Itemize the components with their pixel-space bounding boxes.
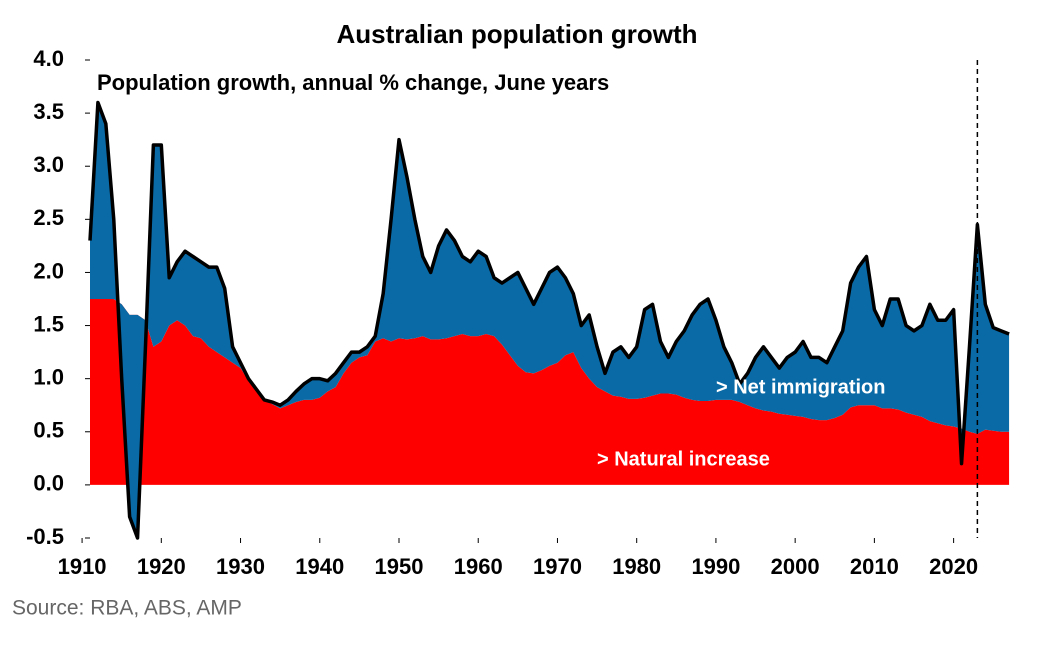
x-tick-label: 2020 [929,554,978,579]
y-tick-label: 2.5 [33,205,64,230]
x-tick-label: 1960 [454,554,503,579]
x-tick-label: 1920 [137,554,186,579]
y-tick-label: 2.0 [33,258,64,283]
y-tick-label: 4.0 [33,46,64,71]
x-tick-label: 2010 [850,554,899,579]
x-tick-label: 1940 [295,554,344,579]
y-tick-label: -0.5 [26,524,64,549]
x-tick-label: 1950 [375,554,424,579]
y-tick-label: 0.5 [33,418,64,443]
chart-subtitle: Population growth, annual % change, June… [97,70,609,95]
chart-title: Australian population growth [336,19,697,49]
net-immigration-area [90,102,1010,538]
source-note: Source: RBA, ABS, AMP [12,597,242,620]
y-tick-label: 1.0 [33,364,64,389]
y-tick-label: 1.5 [33,311,64,336]
natural-increase-area [90,299,1010,485]
x-tick-label: 1980 [612,554,661,579]
series-label: > Natural increase [597,448,770,470]
x-tick-label: 1930 [216,554,265,579]
x-tick-label: 1910 [58,554,107,579]
x-tick-label: 1970 [533,554,582,579]
x-tick-label: 2000 [771,554,820,579]
total-growth-line [88,100,1010,540]
x-tick-label: 1990 [691,554,740,579]
y-tick-label: 3.5 [33,99,64,124]
plot-area [88,100,1010,540]
series-label: > Net immigration [716,376,885,398]
y-tick-label: 3.0 [33,152,64,177]
y-tick-label: 0.0 [33,471,64,496]
